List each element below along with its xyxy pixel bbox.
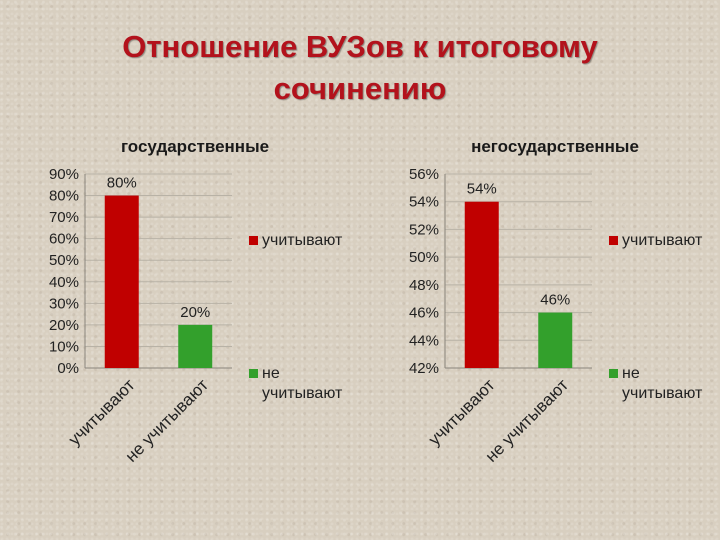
legend-label: учитывают <box>262 232 343 249</box>
legend-swatch <box>609 236 618 245</box>
legend-swatch <box>249 236 258 245</box>
legend-label: не учитывают <box>622 365 703 402</box>
y-tick-label: 48% <box>409 277 439 294</box>
chart-title: государственные <box>121 137 269 156</box>
page-title: Отношение ВУЗов к итоговому сочинению <box>0 26 720 110</box>
legend-label-line: учитывают <box>622 232 703 249</box>
bar <box>178 324 213 368</box>
bar <box>538 312 573 368</box>
legend-swatch <box>249 369 258 378</box>
legend-label-line: учитывают <box>262 232 343 249</box>
chart-private-svg: негосударственные 42% 44% 46% 48% 50% 52% 54% 56… <box>409 137 703 466</box>
legend-label-line: учитывают <box>622 385 703 402</box>
category-label: учитывают <box>65 375 139 449</box>
legend-label-line: не <box>262 365 280 382</box>
category-label: учитывают <box>425 375 499 449</box>
y-tick-label: 30% <box>49 295 79 312</box>
y-tick-label: 60% <box>49 231 79 248</box>
y-tick-label: 52% <box>409 221 439 238</box>
chart-private-universities: негосударственные 42% 44% 46% 48% 50% 52% 54% 56… <box>360 130 710 510</box>
legend-label-line: учитывают <box>262 385 343 402</box>
page-title-line-2: сочинению <box>273 71 447 106</box>
y-tick-label: 50% <box>49 252 79 269</box>
y-tick-label: 20% <box>49 317 79 334</box>
data-label: 46% <box>540 292 570 309</box>
chart-state-universities: государственные 0% 10% 20% 30% 40% 50% 60% 70% 80… <box>0 130 350 510</box>
legend-label: учитывают <box>622 232 703 249</box>
y-tick-label: 54% <box>409 194 439 211</box>
bar <box>104 195 139 368</box>
data-label: 20% <box>180 304 210 321</box>
y-tick-label: 44% <box>409 332 439 349</box>
data-label: 54% <box>467 181 497 198</box>
y-tick-label: 56% <box>409 166 439 183</box>
chart-state-svg: государственные 0% 10% 20% 30% 40% 50% 60% 70% 80… <box>49 137 343 466</box>
page-title-line-1: Отношение ВУЗов к итоговому <box>122 29 598 64</box>
y-tick-label: 10% <box>49 338 79 355</box>
legend-label-line: не <box>622 365 640 382</box>
y-tick-label: 46% <box>409 305 439 322</box>
y-tick-label: 40% <box>49 274 79 291</box>
y-tick-label: 0% <box>57 360 79 377</box>
y-tick-label: 90% <box>49 166 79 183</box>
bar <box>464 201 499 368</box>
legend-label: не учитывают <box>262 365 343 402</box>
y-tick-label: 42% <box>409 360 439 377</box>
data-label: 80% <box>107 175 137 192</box>
chart-title: негосударственные <box>471 137 639 156</box>
y-tick-label: 80% <box>49 188 79 205</box>
y-tick-label: 70% <box>49 209 79 226</box>
y-tick-label: 50% <box>409 249 439 266</box>
legend-swatch <box>609 369 618 378</box>
